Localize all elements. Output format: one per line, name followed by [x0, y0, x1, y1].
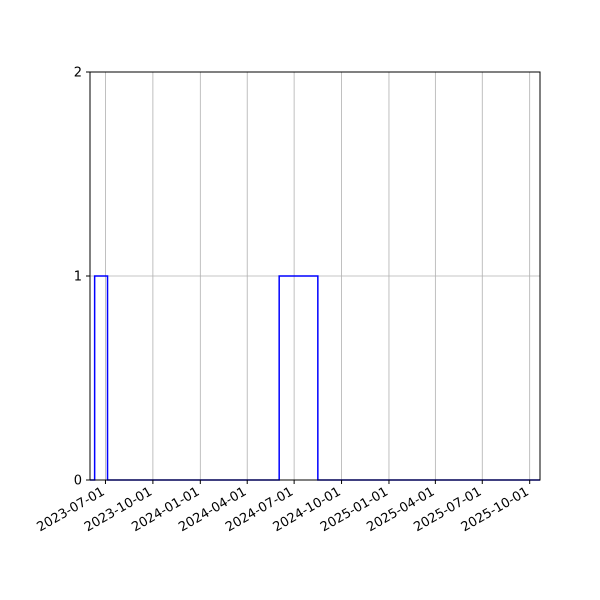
y-tick-label: 0 [74, 474, 82, 489]
y-tick-label: 2 [74, 66, 82, 81]
y-axis: 0 1 2 [74, 66, 90, 489]
series-line [90, 275, 540, 481]
series-layer [90, 275, 540, 481]
x-axis: 2023-07-012023-10-012024-01-012024-04-01… [35, 480, 532, 535]
y-tick-label: 1 [74, 270, 82, 285]
